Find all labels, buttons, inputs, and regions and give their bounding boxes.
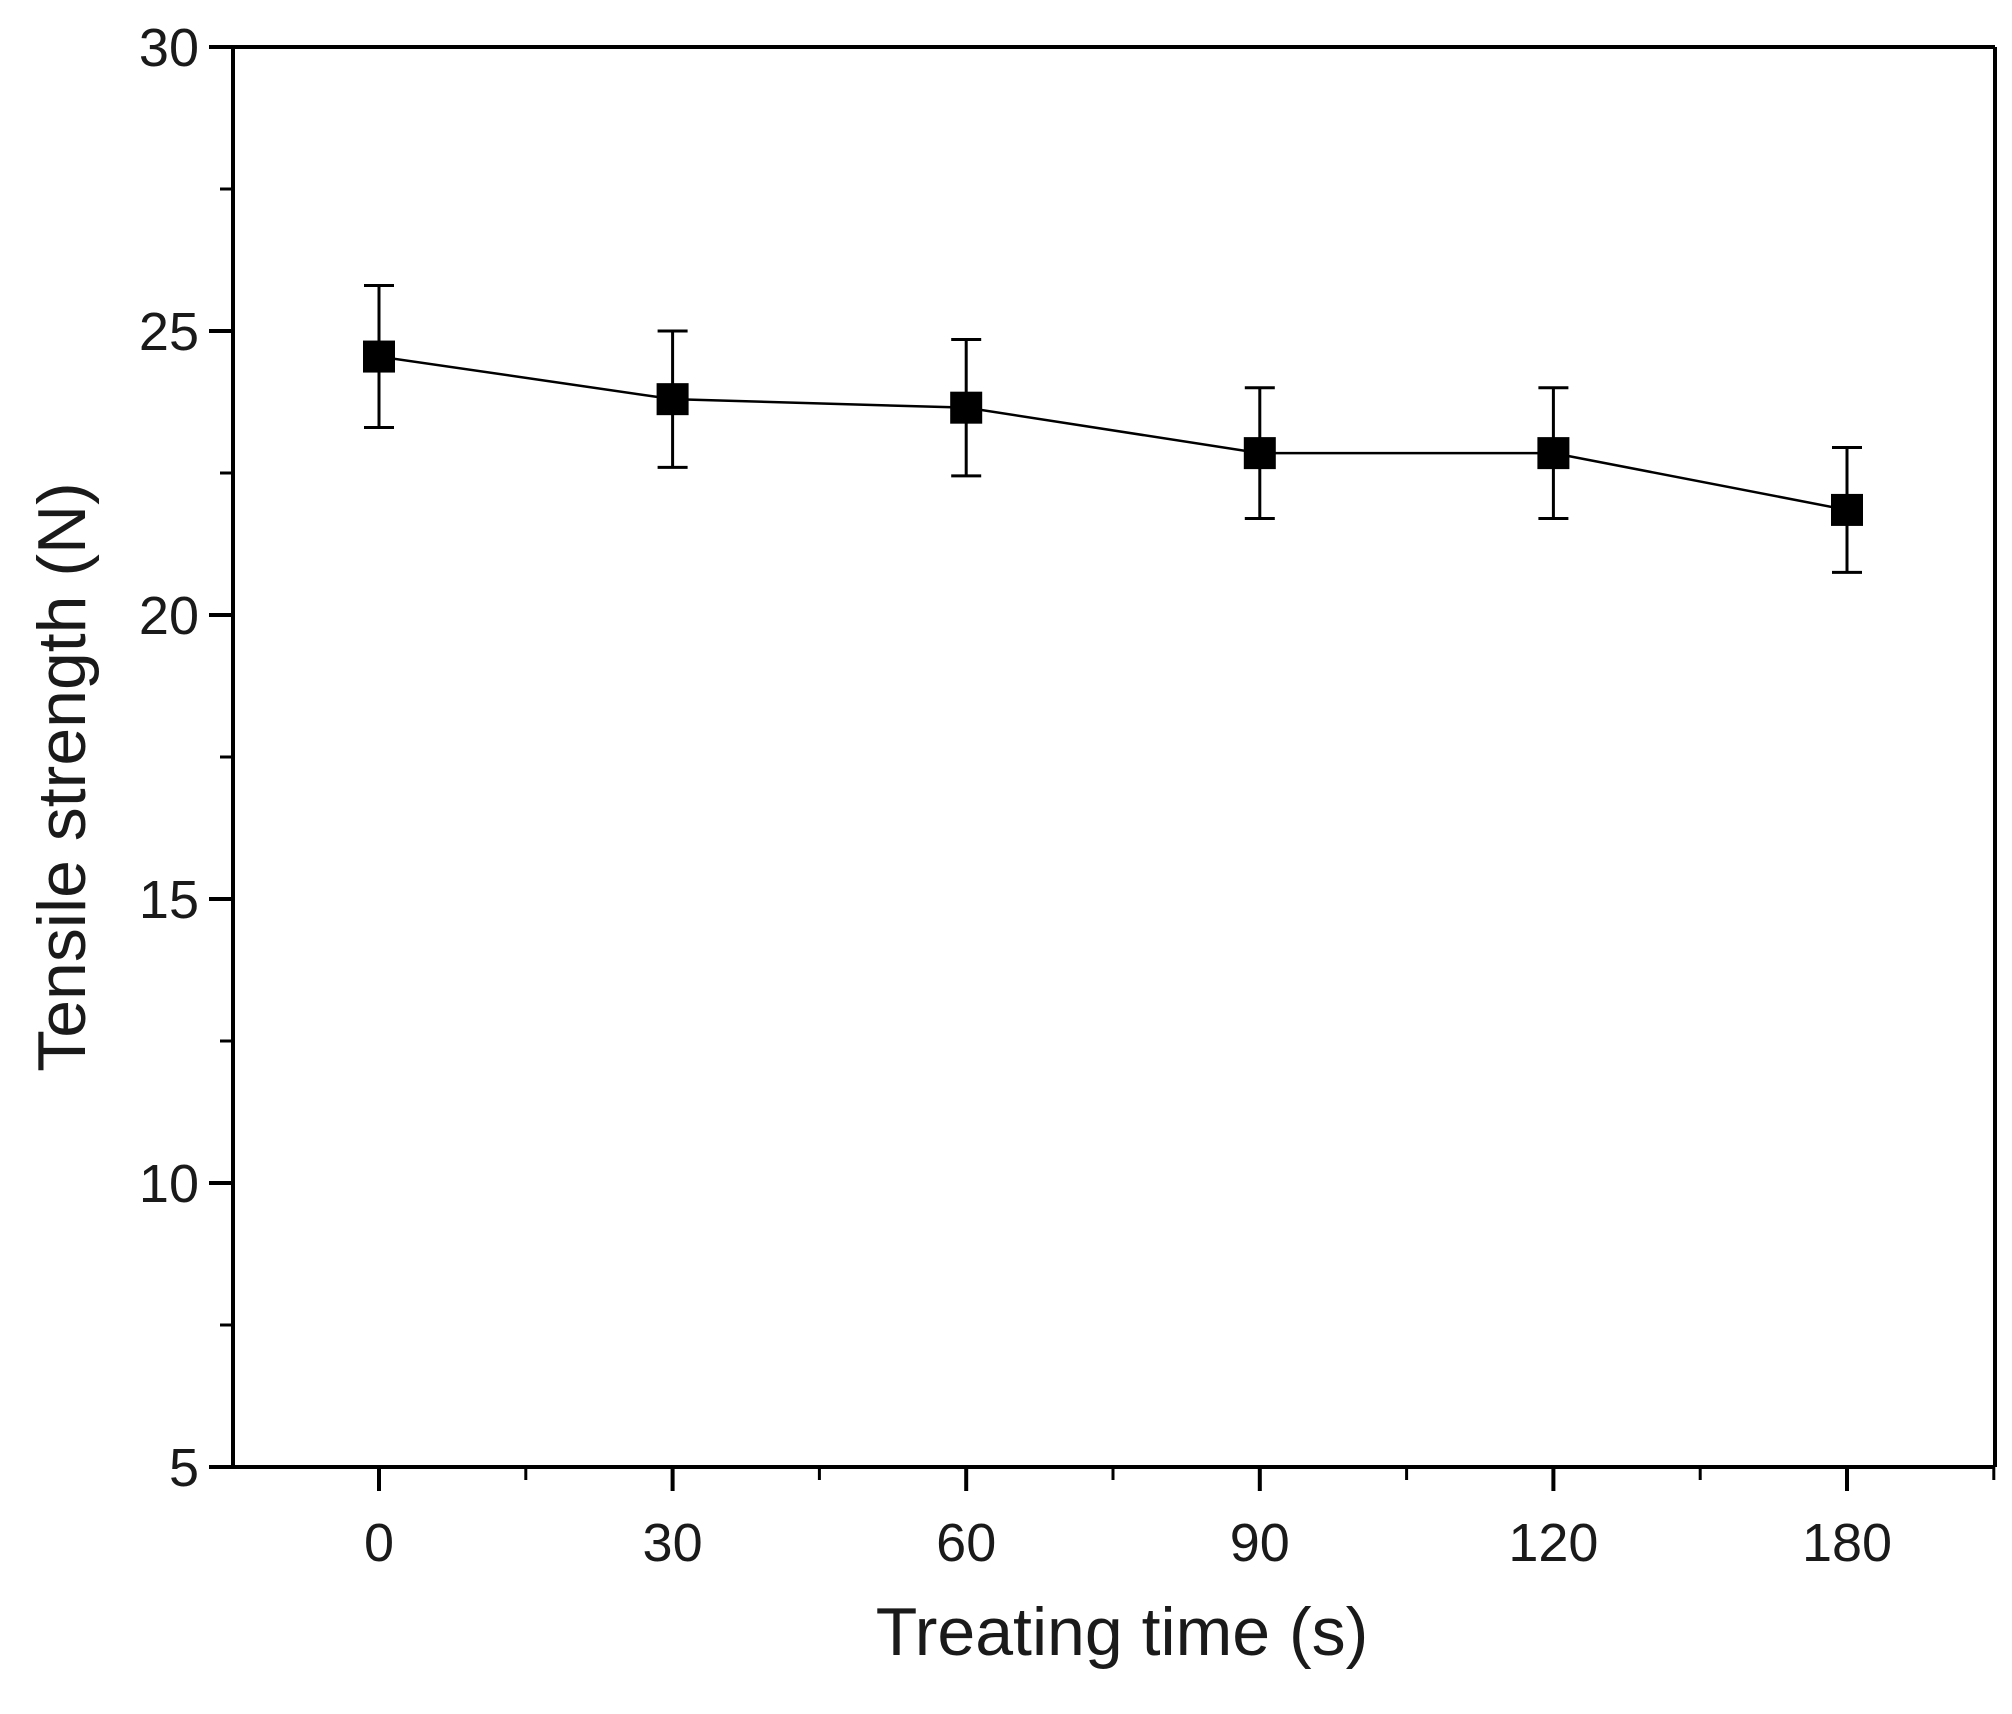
y-tick-label: 10 [139, 1154, 199, 1214]
data-point [363, 340, 395, 373]
y-tick-label: 25 [139, 302, 199, 362]
y-tick-label: 30 [139, 18, 199, 78]
x-tick-label: 60 [936, 1513, 996, 1573]
data-point [1831, 493, 1863, 526]
y-tick-label: 15 [139, 870, 199, 930]
y-tick-label: 5 [169, 1438, 199, 1498]
x-tick-label: 120 [1508, 1513, 1598, 1573]
axes [231, 45, 1997, 1469]
x-tick-label: 90 [1230, 1513, 1290, 1573]
data-series [363, 284, 1863, 574]
data-point [1243, 437, 1276, 470]
y-axis-title: Tensile strength (N) [24, 482, 100, 1072]
x-tick-label: 0 [364, 1513, 394, 1573]
x-tick-label: 30 [643, 1513, 703, 1573]
data-point [656, 383, 689, 416]
y-tick-label: 20 [139, 586, 199, 646]
x-tick-label: 180 [1802, 1513, 1892, 1573]
data-point [1537, 437, 1570, 470]
axis-ticks: 5 10 15 20 25 30 0 30 60 90 120 180 [139, 18, 1996, 1573]
x-axis-title: Treating time (s) [876, 1594, 1368, 1670]
series-line [378, 355, 1848, 512]
data-point [950, 391, 983, 424]
